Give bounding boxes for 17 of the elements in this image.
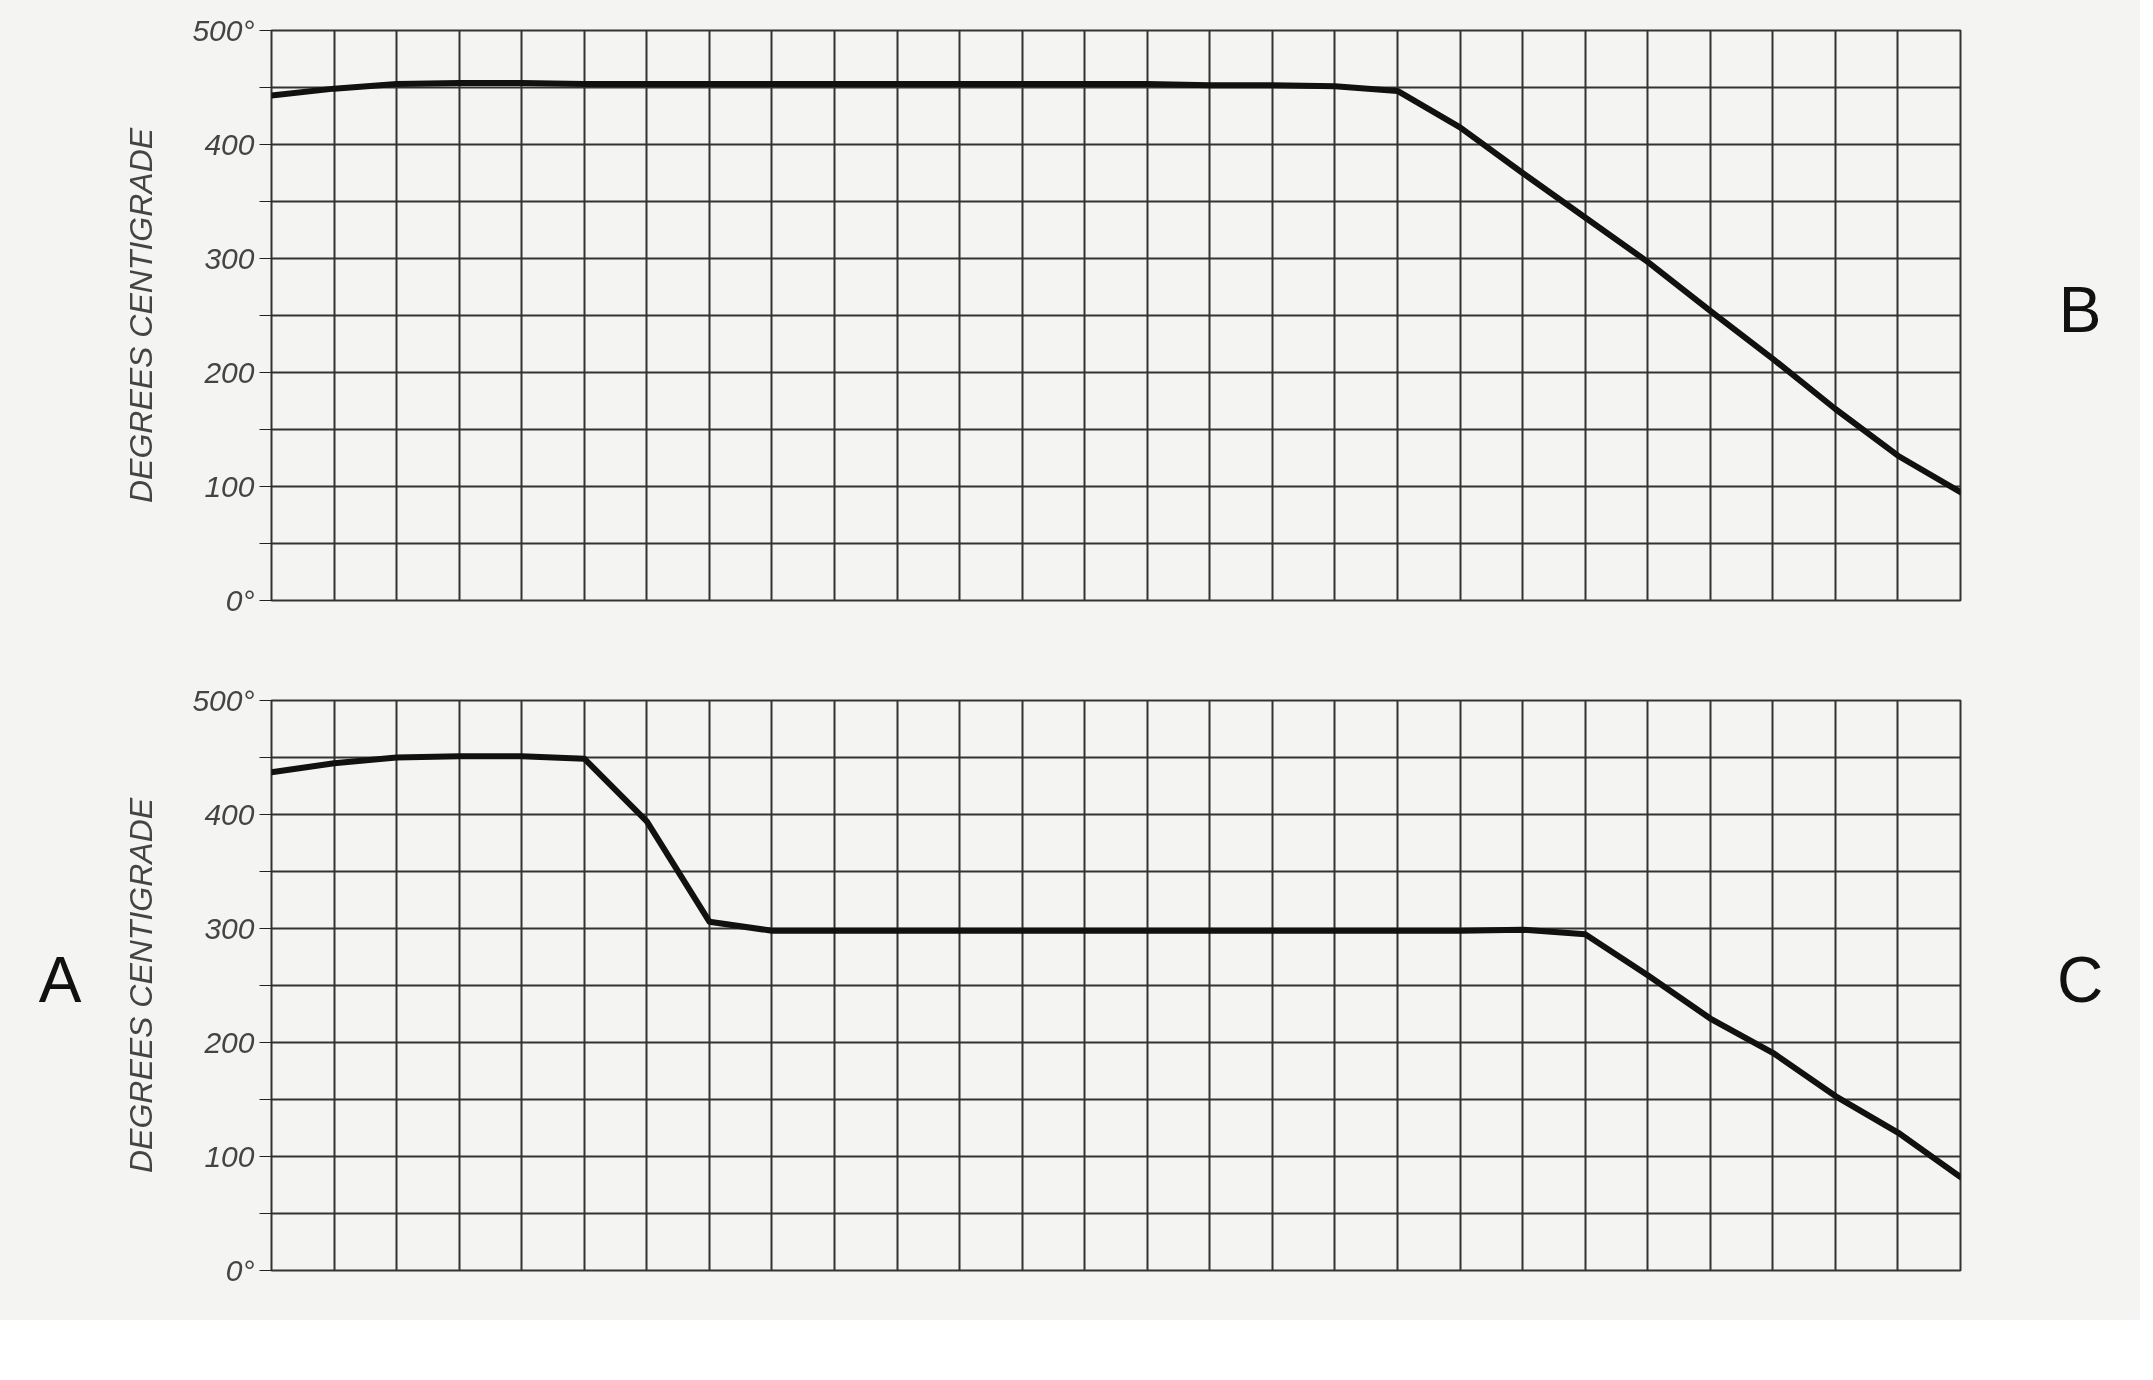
y-tick-label: 400 <box>204 798 255 831</box>
y-tick-label: 200 <box>203 356 255 389</box>
y-tick-label: 100 <box>204 1140 255 1173</box>
text: C <box>2056 943 2104 1018</box>
text: A <box>38 943 82 1018</box>
y-tick-label: 300 <box>204 242 255 275</box>
y-tick-label: 0° <box>225 1254 255 1287</box>
y-tick-label: 500° <box>192 684 255 717</box>
y-axis-title: DEGREES CENTIGRADE <box>123 797 160 1174</box>
y-tick-label: 0° <box>225 584 255 617</box>
text: B <box>2058 273 2102 348</box>
y-tick-label: 300 <box>204 912 255 945</box>
y-axis-title: DEGREES CENTIGRADE <box>123 127 160 504</box>
y-tick-label: 100 <box>204 470 255 503</box>
y-tick-label: 400 <box>204 128 255 161</box>
y-tick-label: 500° <box>192 14 255 47</box>
y-tick-label: 200 <box>203 1026 255 1059</box>
